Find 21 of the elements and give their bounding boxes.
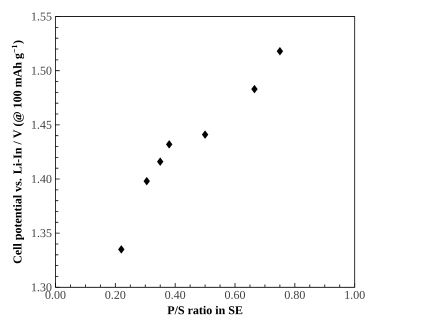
point — [157, 158, 164, 166]
x-axis-title: P/S ratio in SE — [167, 306, 242, 314]
x-tick-label: 0.80 — [284, 290, 305, 300]
y-tick-label: 1.45 — [32, 120, 52, 130]
y-tick-label: 1.55 — [32, 12, 52, 21]
point — [202, 130, 208, 139]
x-tick-label: 0.00 — [45, 290, 66, 300]
y-tick-label: 1.30 — [32, 283, 52, 292]
y-tick-label: 1.40 — [32, 175, 52, 184]
point — [251, 85, 258, 94]
y-tick-label: 1.35 — [32, 229, 52, 238]
point — [166, 140, 172, 149]
x-tick-label: 0.60 — [224, 290, 246, 300]
point — [276, 47, 284, 56]
y-tick-label: 1.50 — [32, 66, 52, 75]
y-axis-title: Cell potential vs. Li-In / V (@ 100 mAh g$^{−1}$) — [12, 40, 24, 264]
point — [118, 245, 125, 254]
x-tick-label: 0.20 — [105, 290, 126, 300]
point — [144, 177, 150, 186]
x-tick-label: 1.00 — [345, 290, 365, 300]
x-tick-label: 0.40 — [165, 290, 186, 300]
